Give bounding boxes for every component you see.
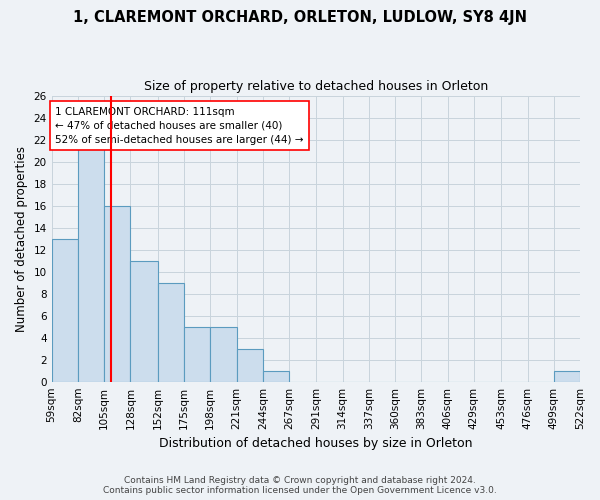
- Bar: [52, 238, 78, 382]
- Bar: [78, 140, 104, 382]
- Text: 1 CLAREMONT ORCHARD: 111sqm
← 47% of detached houses are smaller (40)
52% of sem: 1 CLAREMONT ORCHARD: 111sqm ← 47% of det…: [55, 106, 304, 144]
- Y-axis label: Number of detached properties: Number of detached properties: [15, 146, 28, 332]
- Bar: [210, 326, 236, 382]
- Text: Contains HM Land Registry data © Crown copyright and database right 2024.
Contai: Contains HM Land Registry data © Crown c…: [103, 476, 497, 495]
- X-axis label: Distribution of detached houses by size in Orleton: Distribution of detached houses by size …: [159, 437, 473, 450]
- Bar: [236, 348, 263, 382]
- Bar: [554, 370, 580, 382]
- Bar: [158, 282, 184, 382]
- Title: Size of property relative to detached houses in Orleton: Size of property relative to detached ho…: [144, 80, 488, 93]
- Bar: [184, 326, 210, 382]
- Bar: [104, 206, 130, 382]
- Bar: [130, 260, 158, 382]
- Text: 1, CLAREMONT ORCHARD, ORLETON, LUDLOW, SY8 4JN: 1, CLAREMONT ORCHARD, ORLETON, LUDLOW, S…: [73, 10, 527, 25]
- Bar: [263, 370, 289, 382]
